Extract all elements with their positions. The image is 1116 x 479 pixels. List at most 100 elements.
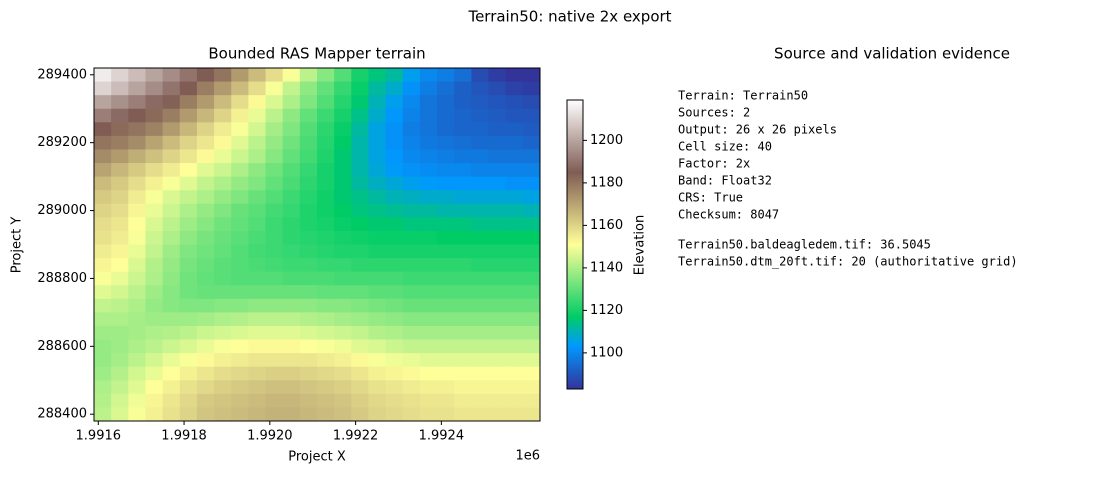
heatmap-cell xyxy=(94,108,112,123)
heatmap-cell xyxy=(111,163,129,178)
heatmap-cell xyxy=(402,380,421,395)
heatmap-cell xyxy=(196,393,215,408)
heatmap-cell xyxy=(162,393,181,408)
heatmap-cell xyxy=(282,217,301,232)
heatmap-cell xyxy=(214,325,232,341)
heatmap-cell xyxy=(94,81,112,96)
evidence-line: Band: Float32 xyxy=(678,174,772,188)
heatmap-cell xyxy=(488,122,507,137)
heatmap-cell xyxy=(419,108,438,123)
heatmap-cell xyxy=(299,271,318,286)
heatmap-cell xyxy=(214,271,232,286)
heatmap-cell xyxy=(437,163,455,178)
heatmap-cell xyxy=(385,271,404,286)
heatmap-cell xyxy=(454,68,472,83)
heatmap-cell xyxy=(368,366,387,381)
heatmap-cell xyxy=(162,135,181,150)
heatmap-cell xyxy=(385,108,404,123)
heatmap-cell xyxy=(196,244,215,259)
heatmap-cell xyxy=(196,298,215,313)
heatmap-cell xyxy=(196,325,215,341)
heatmap-cell xyxy=(437,203,455,218)
heatmap-cell xyxy=(317,271,335,286)
colorbar xyxy=(566,99,584,390)
heatmap-cell xyxy=(402,203,421,218)
heatmap-cell xyxy=(145,149,164,164)
heatmap-cell xyxy=(402,244,421,259)
heatmap-cell xyxy=(231,230,249,245)
heatmap-cell xyxy=(248,258,267,273)
heatmap-cell xyxy=(437,230,455,245)
heatmap-cell xyxy=(437,122,455,137)
heatmap-cell xyxy=(351,393,369,408)
heatmap-cell xyxy=(454,95,472,110)
heatmap-cell xyxy=(231,190,249,205)
heatmap-cell xyxy=(437,217,455,232)
heatmap-cell xyxy=(94,176,112,191)
heatmap-cell xyxy=(522,203,541,218)
heatmap-cell xyxy=(317,380,335,395)
heatmap-cell xyxy=(162,190,181,205)
heatmap-cell xyxy=(419,285,438,300)
colorbar-tick-label: 1180 xyxy=(590,175,623,190)
heatmap-cell xyxy=(505,393,524,408)
heatmap-cell xyxy=(111,339,129,354)
heatmap-cell xyxy=(419,312,438,327)
heatmap-cell xyxy=(317,244,335,259)
heatmap-cell xyxy=(282,393,301,408)
heatmap-cell xyxy=(179,163,198,178)
heatmap-cell xyxy=(471,258,490,273)
heatmap-cell xyxy=(368,81,387,96)
heatmap-cell xyxy=(385,325,404,341)
heatmap-cell xyxy=(471,230,490,245)
heatmap-cell xyxy=(522,407,541,422)
heatmap-cell xyxy=(351,230,369,245)
heatmap-cell xyxy=(265,135,284,150)
heatmap-cell xyxy=(437,366,455,381)
heatmap-cell xyxy=(179,393,198,408)
heatmap-cell xyxy=(299,203,318,218)
heatmap-cell xyxy=(145,163,164,178)
heatmap-cell xyxy=(317,190,335,205)
heatmap-cell xyxy=(437,339,455,354)
heatmap-cell xyxy=(385,81,404,96)
heatmap-cell xyxy=(265,258,284,273)
heatmap-cell xyxy=(385,135,404,150)
heatmap-cell xyxy=(248,108,267,123)
heatmap-cell xyxy=(419,271,438,286)
heatmap-cell xyxy=(162,163,181,178)
heatmap-cell xyxy=(488,163,507,178)
heatmap-cell xyxy=(351,353,369,368)
heatmap-cell xyxy=(162,380,181,395)
heatmap-cell xyxy=(351,339,369,354)
heatmap-cell xyxy=(402,81,421,96)
heatmap-cell xyxy=(368,217,387,232)
heatmap-cell xyxy=(145,108,164,123)
heatmap-cell xyxy=(454,380,472,395)
heatmap-cell xyxy=(317,149,335,164)
heatmap-cell xyxy=(351,217,369,232)
heatmap-cell xyxy=(282,407,301,422)
heatmap-cell xyxy=(488,353,507,368)
heatmap-cell xyxy=(282,149,301,164)
heatmap-cell xyxy=(317,407,335,422)
heatmap-cell xyxy=(402,68,421,83)
heatmap-cell xyxy=(162,217,181,232)
heatmap-cell xyxy=(145,176,164,191)
heatmap-cell xyxy=(111,258,129,273)
heatmap-cell xyxy=(299,108,318,123)
heatmap-cell xyxy=(505,176,524,191)
heatmap-cell xyxy=(111,81,129,96)
heatmap-cell xyxy=(471,163,490,178)
heatmap-cell xyxy=(299,95,318,110)
heatmap-cell xyxy=(402,122,421,137)
heatmap-cell xyxy=(437,190,455,205)
heatmap-cell xyxy=(522,298,541,313)
heatmap-cell xyxy=(334,176,352,191)
heatmap-cell xyxy=(111,325,129,341)
heatmap-cell xyxy=(94,325,112,341)
heatmap-cell xyxy=(488,176,507,191)
heatmap-cell xyxy=(179,325,198,341)
heatmap-cell xyxy=(454,285,472,300)
heatmap-cell xyxy=(265,108,284,123)
